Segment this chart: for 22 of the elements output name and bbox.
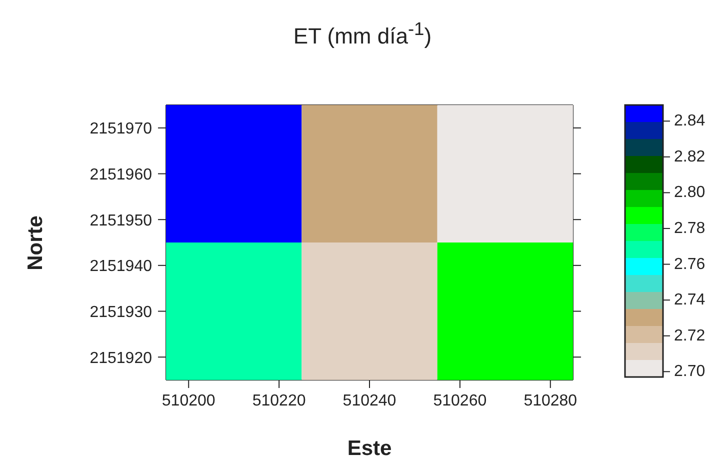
color-bar-label: 2.84: [674, 112, 706, 130]
x-axis-title: Este: [346, 437, 393, 461]
chart-title: ET (mm día$^{-1}$): [292, 18, 433, 50]
y-tick-label: 2151970: [90, 120, 152, 138]
x-tick-label: 510280: [524, 392, 578, 410]
color-bar-label: 2.80: [674, 184, 706, 202]
color-bar-label: 2.82: [674, 148, 706, 166]
y-tick-label: 2151940: [90, 258, 152, 276]
color-bar-label: 2.76: [674, 256, 706, 273]
y-tick-label: 2151920: [90, 350, 152, 367]
y-tick-label: 2151960: [90, 166, 152, 184]
x-tick-label: 510200: [162, 392, 216, 410]
y-axis-title: Norte: [24, 215, 48, 270]
color-bar-label: 2.72: [674, 327, 706, 344]
x-tick-label: 510260: [433, 392, 487, 410]
y-tick-label: 2151950: [90, 212, 152, 230]
color-bar-label: 2.74: [674, 292, 706, 309]
color-bar-label: 2.78: [674, 220, 706, 237]
x-tick-label: 510240: [342, 392, 396, 410]
y-tick-label: 2151930: [90, 304, 152, 321]
color-bar-label: 2.70: [674, 363, 706, 380]
x-tick-label: 510220: [252, 392, 306, 410]
